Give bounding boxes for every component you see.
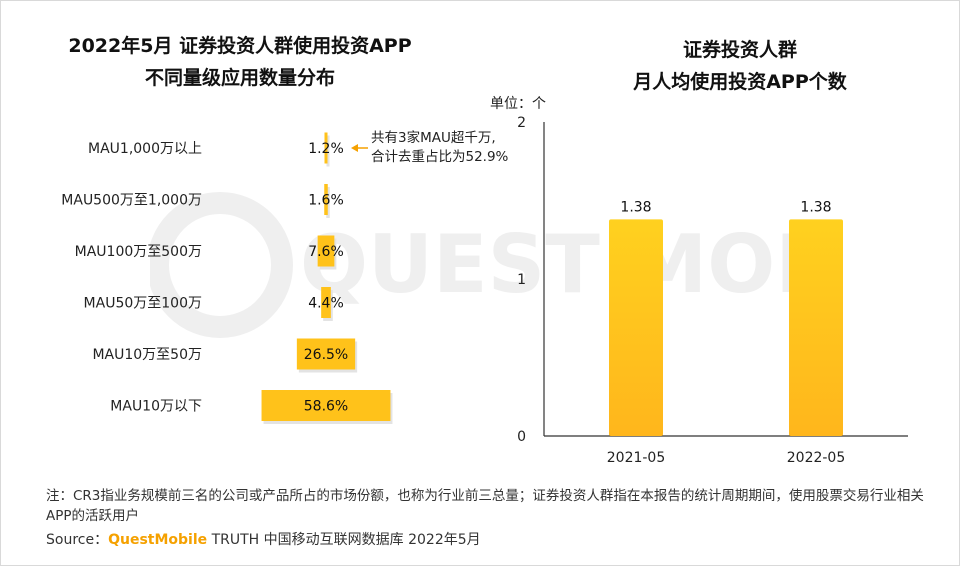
y-ticks: 0 1 2	[517, 115, 526, 445]
source-prefix: Source：	[46, 532, 109, 548]
source-rest: TRUTH 中国移动互联网数据库 2022年5月	[207, 532, 481, 548]
funnel-bar-shadow-1	[326, 187, 330, 218]
vertical-bar-1	[789, 219, 843, 436]
watermark-logo: QUEST MOBILE	[150, 192, 790, 338]
source-brand: QuestMobile	[108, 532, 208, 548]
funnel-bar-0	[324, 132, 328, 164]
y-tick-label-0: 0	[517, 429, 526, 445]
watermark-ring-icon	[150, 192, 293, 338]
annotation: 共有3家MAU超千万, 合计去重占比为52.9%	[351, 129, 509, 165]
funnel-bar-3	[321, 287, 331, 318]
vertical-bar-chart: 单位：个 0 1 2 1.38 2021-05 1.38 2022-05	[490, 96, 908, 466]
right-chart-title-line1: 证券投资人群	[682, 39, 797, 61]
funnel-chart: MAU1,000万以上 1.2% MAU500万至1,000万 1.6% MAU100万…	[61, 129, 509, 424]
funnel-bar-4	[296, 338, 356, 370]
source-line: Source：QuestMobile TRUTH 中国移动互联网数据库 2022…	[46, 530, 481, 550]
x-tick-label-0: 2021-05	[607, 450, 666, 466]
funnel-bar-2	[317, 235, 335, 267]
bar-value-label-1: 1.38	[800, 199, 831, 215]
left-chart-title-line1: 2022年5月 证券投资人群使用投资APP	[68, 35, 412, 57]
category-label-4: MAU10万至50万	[92, 347, 202, 363]
y-tick-label-2: 2	[517, 115, 526, 131]
category-label-2: MAU100万至500万	[75, 244, 202, 260]
funnel-value-label-5: 58.6%	[304, 399, 348, 415]
right-chart-title-line2: 月人均使用投资APP个数	[633, 71, 847, 93]
right-chart-title: 证券投资人群 月人均使用投资APP个数	[560, 34, 920, 98]
category-label-0: MAU1,000万以上	[88, 141, 202, 157]
funnel-bar-1	[324, 184, 328, 215]
annotation-line1: 共有3家MAU超千万,	[371, 129, 496, 146]
vertical-bars: 1.38 2021-05 1.38 2022-05	[607, 199, 846, 466]
funnel-value-label-2: 7.6%	[308, 244, 344, 260]
annotation-arrow-icon	[351, 144, 358, 152]
left-chart-title: 2022年5月 证券投资人群使用投资APP 不同量级应用数量分布	[20, 30, 460, 94]
left-chart-title-line2: 不同量级应用数量分布	[144, 67, 335, 89]
funnel-value-label-4: 26.5%	[304, 347, 348, 363]
funnel-bar-5	[261, 390, 391, 421]
funnel-value-label-3: 4.4%	[308, 296, 344, 312]
funnel-bars: MAU1,000万以上 1.2% MAU500万至1,000万 1.6% MAU100万…	[61, 132, 393, 424]
category-label-1: MAU500万至1,000万	[61, 193, 202, 209]
category-label-3: MAU50万至100万	[84, 296, 202, 312]
x-tick-label-1: 2022-05	[787, 450, 846, 466]
vertical-bar-0	[609, 219, 663, 436]
funnel-value-label-1: 1.6%	[308, 193, 344, 209]
y-tick-label-1: 1	[517, 272, 526, 288]
category-label-5: MAU10万以下	[110, 399, 202, 415]
footnote: 注：CR3指业务规模前三名的公司或产品所占的市场份额，也称为行业前三总量；证券投…	[46, 488, 924, 524]
bar-value-label-0: 1.38	[620, 199, 651, 215]
unit-label: 单位：个	[490, 96, 546, 112]
annotation-line2: 合计去重占比为52.9%	[371, 149, 509, 165]
funnel-bar-shadow-0	[326, 135, 330, 167]
funnel-value-label-0: 1.2%	[308, 141, 344, 157]
watermark-text: QUEST MOBILE	[300, 218, 790, 311]
